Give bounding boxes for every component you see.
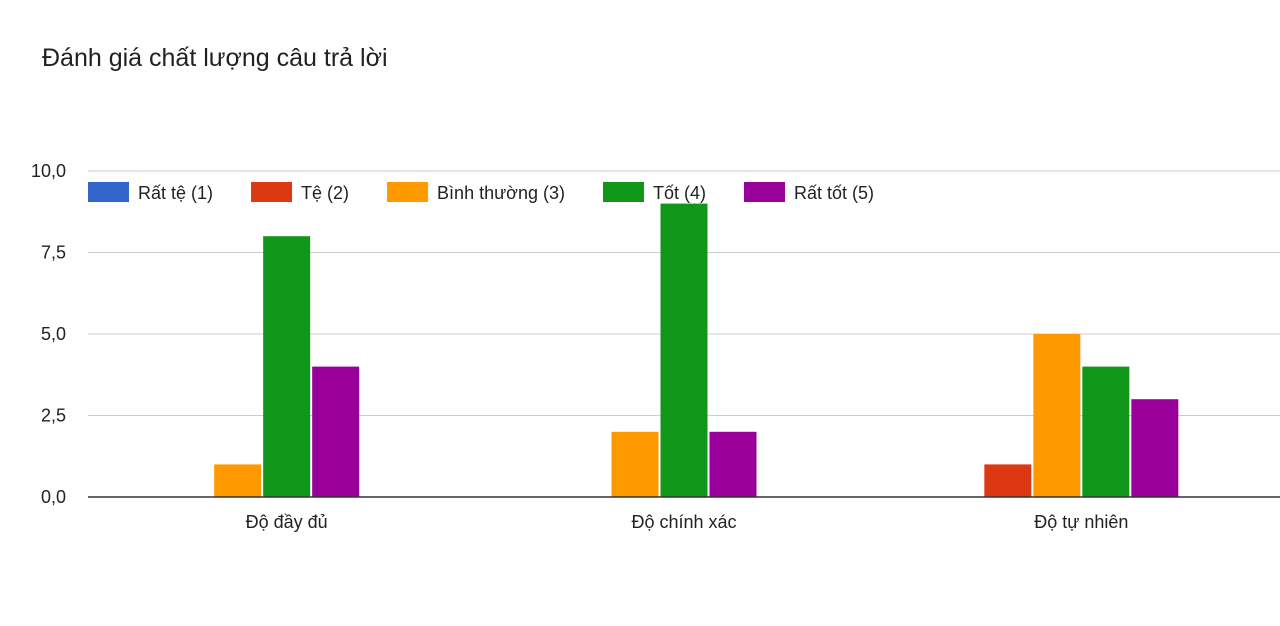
y-axis-tick-labels: 0,0 2,5 5,0 7,5 10,0 <box>31 161 66 507</box>
x-tick-label: Độ đầy đủ <box>246 512 328 532</box>
legend-label: Tệ (2) <box>301 183 349 203</box>
legend-swatch <box>251 182 293 202</box>
x-tick-label: Độ tự nhiên <box>1034 512 1128 532</box>
y-tick-label: 5,0 <box>41 324 66 344</box>
x-axis-category-labels: Độ đầy đủ Độ chính xác Độ tự nhiên <box>246 512 1129 532</box>
legend-label: Tốt (4) <box>653 183 706 203</box>
y-tick-label: 2,5 <box>41 406 66 426</box>
bar <box>263 236 311 497</box>
legend-swatch <box>387 182 429 202</box>
legend: Rất tệ (1) Tệ (2) Bình thường (3) Tốt (4) Rấ… <box>88 182 874 203</box>
x-tick-label: Độ chính xác <box>631 512 736 532</box>
y-tick-label: 7,5 <box>41 243 66 263</box>
bar <box>660 203 708 497</box>
bar <box>611 431 659 497</box>
bars <box>214 203 1179 497</box>
chart-title: Đánh giá chất lượng câu trả lời <box>42 44 388 72</box>
y-tick-label: 10,0 <box>31 161 66 181</box>
legend-swatch <box>88 182 129 202</box>
y-tick-label: 0,0 <box>41 487 66 507</box>
bar <box>1131 399 1179 497</box>
bar <box>1033 334 1081 497</box>
bar <box>709 431 757 497</box>
legend-swatch <box>743 182 785 202</box>
legend-label: Rất tốt (5) <box>794 183 874 203</box>
legend-label: Bình thường (3) <box>437 183 565 203</box>
legend-swatch <box>602 182 644 202</box>
bar <box>1082 366 1130 497</box>
legend-label: Rất tệ (1) <box>138 183 213 203</box>
bar <box>312 366 360 497</box>
bar <box>984 464 1032 497</box>
bar <box>214 464 262 497</box>
